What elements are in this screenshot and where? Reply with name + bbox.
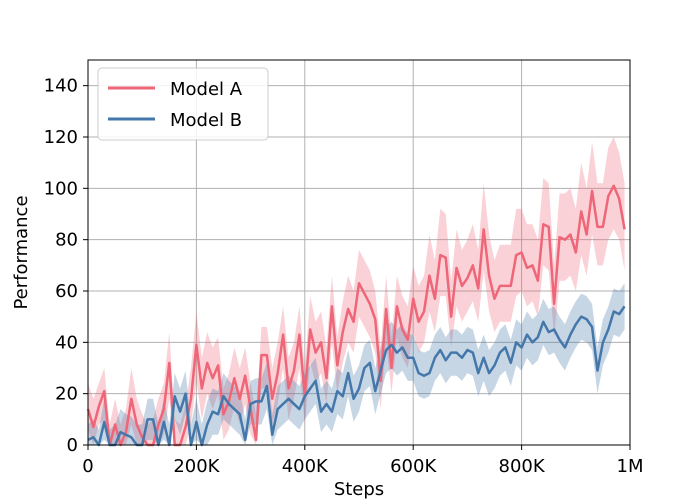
- y-tick-label: 20: [55, 384, 78, 405]
- legend-label-model-b[interactable]: Model B: [170, 110, 242, 131]
- x-axis: 0 200K 400K 600K 800K 1M: [82, 445, 643, 477]
- x-tick-label: 800K: [499, 456, 546, 477]
- plot-frame: [87, 59, 631, 446]
- y-tick-label: 120: [44, 127, 78, 148]
- y-tick-label: 100: [44, 178, 78, 199]
- model-b-line: [87, 305, 626, 447]
- x-tick-label: 1M: [617, 456, 644, 477]
- x-tick-label: 200K: [173, 456, 220, 477]
- legend-label-model-a[interactable]: Model A: [170, 79, 243, 100]
- y-axis: 0 20 40 60 80 100 120 140: [44, 76, 88, 456]
- x-axis-label: Steps: [334, 479, 384, 500]
- y-axis-label: Performance: [11, 195, 32, 309]
- x-tick-label: 600K: [390, 456, 437, 477]
- x-tick-label: 0: [82, 456, 93, 477]
- y-tick-label: 140: [44, 76, 78, 97]
- y-tick-label: 0: [67, 435, 78, 456]
- model-a-band: [88, 137, 625, 445]
- legend[interactable]: Model A Model B: [97, 67, 269, 141]
- legend-box: [97, 67, 269, 141]
- y-tick-label: 40: [55, 332, 78, 353]
- x-tick-label: 400K: [282, 456, 329, 477]
- y-tick-label: 80: [55, 230, 78, 251]
- y-tick-label: 60: [55, 281, 78, 302]
